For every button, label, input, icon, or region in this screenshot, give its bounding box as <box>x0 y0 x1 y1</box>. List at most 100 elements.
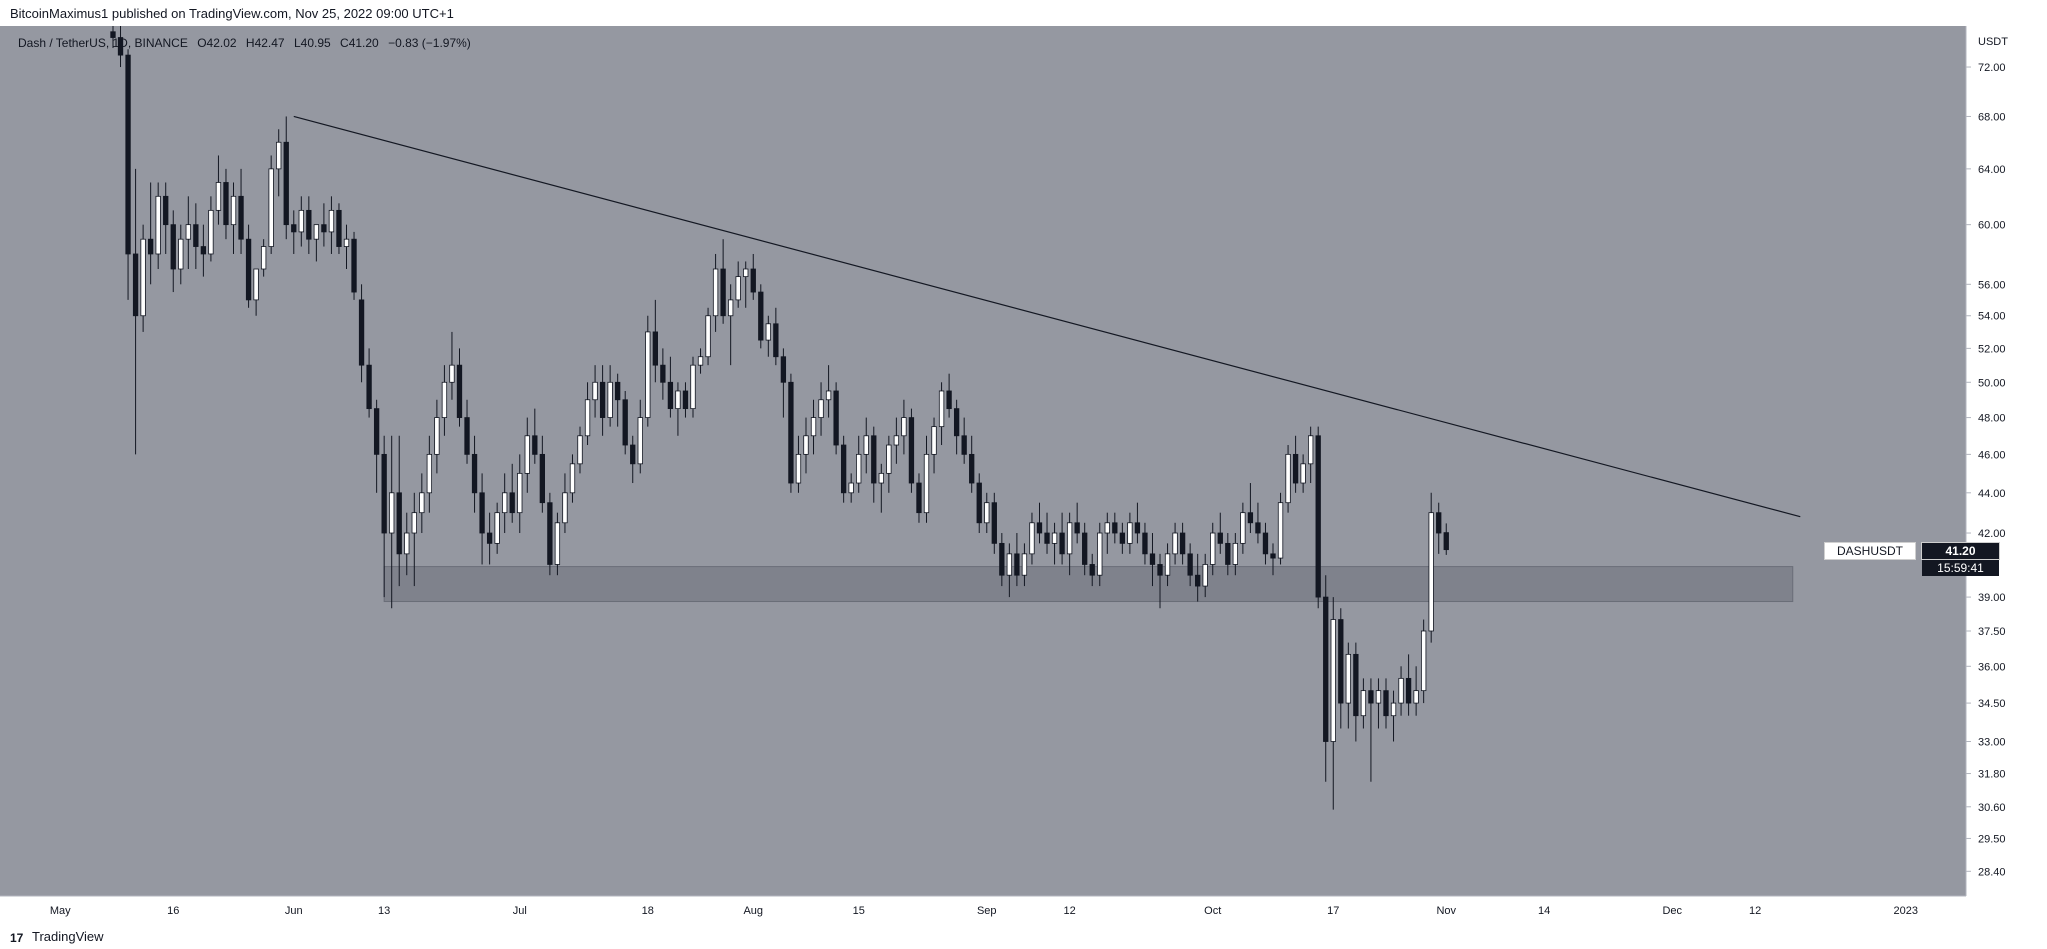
price-tick-label: 72.00 <box>1978 62 2006 74</box>
candle <box>1300 454 1306 493</box>
candle-body <box>389 492 395 534</box>
candle <box>1345 642 1351 729</box>
candle <box>1187 543 1193 587</box>
candle-body <box>984 502 990 524</box>
candle-body <box>1383 690 1389 717</box>
candle <box>999 533 1005 587</box>
candle-body <box>230 195 237 226</box>
time-tick-label: 14 <box>1538 905 1550 917</box>
candle-body <box>1179 532 1186 555</box>
candle-body <box>185 224 191 240</box>
candle-body <box>1428 512 1434 632</box>
price-tick-label: 42.00 <box>1978 528 2006 540</box>
candle-body <box>1134 522 1141 534</box>
candle-body <box>893 435 900 446</box>
candle <box>1044 512 1050 554</box>
time-tick-label: 16 <box>167 905 179 917</box>
candle-body <box>1225 542 1231 565</box>
candle <box>479 473 485 565</box>
candle-body <box>878 472 884 484</box>
candle <box>984 492 990 534</box>
candle <box>245 224 252 308</box>
candle <box>961 417 967 464</box>
price-tick-label: 50.00 <box>1978 377 2006 389</box>
legend-low-label: L <box>293 36 301 50</box>
candle <box>848 473 854 503</box>
candle <box>389 435 395 609</box>
candle-body <box>283 141 289 226</box>
candle-body <box>803 435 809 455</box>
price-tick-label: 36.00 <box>1978 661 2006 673</box>
candle <box>1232 533 1239 576</box>
candle-body <box>856 453 862 484</box>
candle-body <box>750 268 756 293</box>
candle <box>215 155 222 225</box>
candle-body <box>268 168 274 247</box>
candle-body <box>871 435 877 484</box>
candle <box>1277 492 1284 565</box>
candle <box>486 512 493 565</box>
candle-body <box>223 182 229 226</box>
candle <box>1089 553 1095 587</box>
candle-body <box>396 492 402 555</box>
candle <box>471 435 478 513</box>
candle-body <box>471 453 478 494</box>
candle-body <box>1277 502 1284 559</box>
time-axis-background[interactable] <box>0 896 2047 924</box>
publisher-text: BitcoinMaximus1 published on TradingView… <box>10 6 454 21</box>
legend-close-value: 41.20 <box>348 36 379 50</box>
trendline-layer <box>293 115 1801 518</box>
candle-body <box>1172 532 1178 555</box>
candle <box>419 473 425 534</box>
candle <box>1390 690 1397 742</box>
candle-body <box>479 492 485 534</box>
candle-body <box>110 31 116 38</box>
candle <box>1353 642 1359 742</box>
candle-body <box>720 268 726 317</box>
candle <box>1074 502 1080 544</box>
candle <box>953 399 960 455</box>
candle <box>969 435 975 493</box>
price-tick-label: 64.00 <box>1978 164 2006 176</box>
candle-body <box>509 492 515 514</box>
price-axis-background[interactable] <box>1966 26 2047 896</box>
candle <box>1142 522 1148 565</box>
price-tag-symbol: DASHUSDT <box>1824 541 1916 560</box>
candle-body <box>343 238 350 247</box>
candlestick-chart[interactable]: USDT 72.00 68.00 64.00 60.00 56.00 54.00 52.00… <box>0 26 2047 924</box>
candle-body <box>1255 522 1261 534</box>
candle <box>517 454 523 534</box>
price-tick-label: 33.00 <box>1978 737 2006 749</box>
candle-body <box>117 37 124 56</box>
candle <box>1119 522 1126 554</box>
candle <box>727 284 734 366</box>
candle <box>110 26 116 49</box>
price-tag-value: 41.20 <box>1922 542 1999 559</box>
candle-body <box>916 482 922 514</box>
candle-body <box>532 435 538 455</box>
candle <box>554 512 561 576</box>
candle-body <box>863 435 869 455</box>
candle <box>923 435 930 523</box>
candle-body <box>946 390 952 410</box>
footer-brand: TradingView <box>32 929 104 944</box>
candle <box>404 512 410 576</box>
candle <box>373 399 380 493</box>
candle-body <box>1157 564 1163 576</box>
candle <box>840 435 847 503</box>
candle <box>667 356 674 418</box>
chart-area[interactable]: USDT 72.00 68.00 64.00 60.00 56.00 54.00 52.00… <box>0 26 2047 924</box>
candle <box>773 307 779 366</box>
candle <box>1413 666 1419 716</box>
candle-body <box>1089 564 1095 576</box>
candle <box>132 168 139 455</box>
candle-body <box>999 542 1005 576</box>
candle-body <box>727 299 734 317</box>
candle-body <box>569 463 576 494</box>
price-tick-label: 46.00 <box>1978 449 2006 461</box>
candle <box>622 390 628 455</box>
symbol-legend: Dash / TetherUS, 1D, BINANCE O42.02 H42.… <box>18 36 471 50</box>
candle-body <box>931 426 937 455</box>
candle-body <box>953 408 960 437</box>
candle-body <box>1127 522 1133 544</box>
